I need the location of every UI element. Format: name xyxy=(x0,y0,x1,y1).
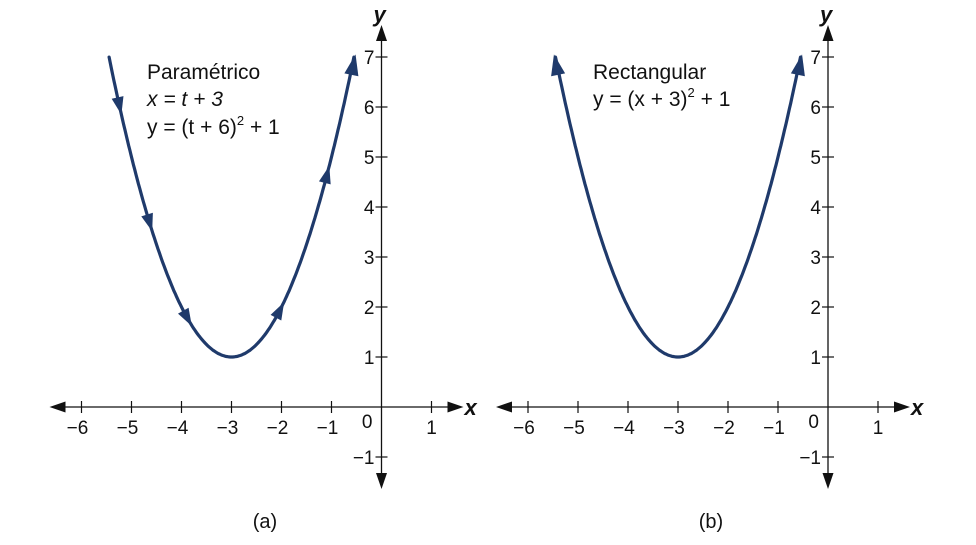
x-tick-label: 1 xyxy=(873,418,884,439)
y-tick-label: 4 xyxy=(810,198,821,219)
direction-arrow xyxy=(270,302,285,321)
y-tick-label: 1 xyxy=(810,348,821,369)
direction-arrow xyxy=(318,165,331,185)
annotation-title: Rectangular xyxy=(593,61,706,84)
y-tick-label: −1 xyxy=(799,448,821,469)
x-axis-left-arrow xyxy=(496,401,512,413)
direction-arrow xyxy=(111,96,124,115)
direction-arrow xyxy=(141,212,153,232)
x-axis-left-arrow xyxy=(49,401,66,413)
y-tick-label: 3 xyxy=(810,248,821,269)
curve-end-arrow xyxy=(790,54,805,77)
curve-end-arrow xyxy=(344,54,359,77)
y-axis-bottom-arrow xyxy=(822,473,834,489)
annotation-title: Paramétrico xyxy=(147,61,260,84)
graph-a-parametric: Paramétrico x = t + 3 y = (t + 6)2 + 1 (… xyxy=(49,2,478,533)
graph-b-rectangular: Rectangular y = (x + 3)2 + 1 (b) x y −6 −5 −… xyxy=(496,2,924,533)
caption-b: (b) xyxy=(699,511,723,533)
y-axis-top-arrow xyxy=(376,25,387,41)
x-tick-label: −6 xyxy=(67,418,89,439)
annotation-x-equation: x = t + 3 xyxy=(146,88,223,111)
y-tick-label: 7 xyxy=(364,48,375,69)
x-axis-right-arrow xyxy=(894,401,910,413)
x-tick-label: −3 xyxy=(217,418,239,439)
x-tick-label: −2 xyxy=(267,418,289,439)
parabola-curve xyxy=(107,55,356,359)
y-tick-label: 2 xyxy=(364,298,375,319)
x-tick-label: −1 xyxy=(763,418,785,439)
x-axis-right-arrow xyxy=(447,401,464,413)
x-tick-label: −1 xyxy=(317,418,339,439)
y-tick-label: 3 xyxy=(364,248,375,269)
y-tick-label: 2 xyxy=(810,298,821,319)
caption-a: (a) xyxy=(253,511,277,533)
x-tick-label: −4 xyxy=(167,418,189,439)
x-tick-label: 1 xyxy=(426,418,437,439)
x-tick-label: −4 xyxy=(613,418,635,439)
x-tick-label: −6 xyxy=(513,418,535,439)
origin-label: 0 xyxy=(808,412,819,433)
annotation-y-equation: y = (t + 6)2 + 1 xyxy=(147,113,280,139)
y-axis-label: y xyxy=(373,2,388,27)
x-axis-label: x xyxy=(464,395,478,420)
annotation-y-equation: y = (x + 3)2 + 1 xyxy=(593,85,730,111)
x-tick-label: −5 xyxy=(117,418,139,439)
y-tick-label: 5 xyxy=(810,148,821,169)
y-axis-top-arrow xyxy=(822,25,834,41)
y-tick-label: 5 xyxy=(364,148,375,169)
y-tick-label: 4 xyxy=(364,198,375,219)
y-tick-label: −1 xyxy=(353,448,375,469)
x-axis-label: x xyxy=(910,395,924,420)
y-axis-label: y xyxy=(819,2,834,27)
y-tick-label: 1 xyxy=(364,348,375,369)
y-axis-bottom-arrow xyxy=(376,473,387,489)
origin-label: 0 xyxy=(362,412,373,433)
y-tick-label: 6 xyxy=(810,98,821,119)
curve-start-arrow xyxy=(551,54,566,77)
x-tick-label: −2 xyxy=(713,418,735,439)
x-tick-label: −3 xyxy=(663,418,685,439)
y-tick-label: 6 xyxy=(364,98,375,119)
parabola-curve xyxy=(553,55,803,359)
y-tick-label: 7 xyxy=(810,48,821,69)
x-tick-label: −5 xyxy=(563,418,585,439)
direction-arrow xyxy=(178,307,192,327)
